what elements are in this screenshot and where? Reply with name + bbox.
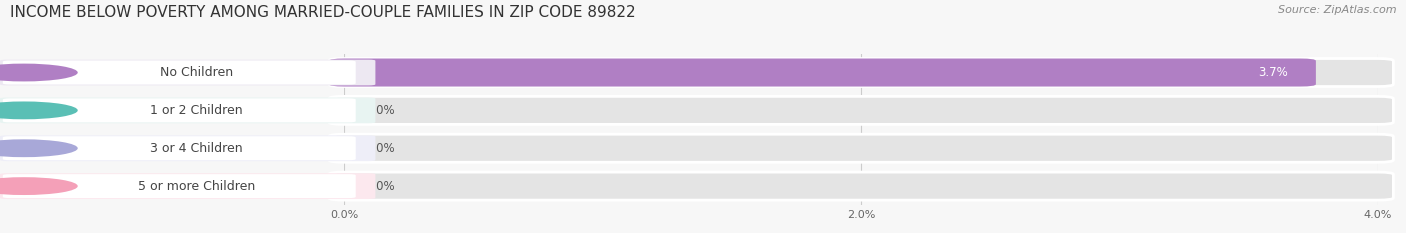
Text: 3.7%: 3.7%: [1258, 66, 1288, 79]
FancyBboxPatch shape: [329, 58, 1393, 86]
Text: 0.0%: 0.0%: [366, 104, 395, 117]
Text: 3 or 4 Children: 3 or 4 Children: [150, 142, 242, 155]
Text: 0.0%: 0.0%: [366, 142, 395, 155]
Text: 0.0%: 0.0%: [366, 180, 395, 193]
Text: No Children: No Children: [159, 66, 233, 79]
Text: Source: ZipAtlas.com: Source: ZipAtlas.com: [1278, 5, 1396, 15]
FancyBboxPatch shape: [329, 96, 1393, 124]
Text: 5 or more Children: 5 or more Children: [138, 180, 254, 193]
FancyBboxPatch shape: [329, 58, 1316, 86]
Text: 1 or 2 Children: 1 or 2 Children: [150, 104, 242, 117]
FancyBboxPatch shape: [329, 172, 1393, 200]
Text: INCOME BELOW POVERTY AMONG MARRIED-COUPLE FAMILIES IN ZIP CODE 89822: INCOME BELOW POVERTY AMONG MARRIED-COUPL…: [10, 5, 636, 20]
FancyBboxPatch shape: [329, 134, 1393, 162]
